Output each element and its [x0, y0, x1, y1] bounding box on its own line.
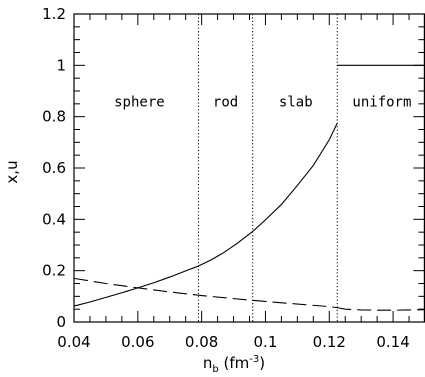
solid-series-segment-0 [73, 265, 199, 307]
dashed-series-segment-0 [73, 277, 338, 309]
x-axis-label-unit-close: ) [259, 354, 265, 372]
y-axis-label: x,u [3, 160, 21, 183]
x-axis-label: nb (fm-3) [203, 354, 265, 375]
x-tick-label: 0.06 [121, 333, 154, 351]
x-axis-label-sub: b [212, 364, 218, 375]
solid-series-segment-1 [198, 230, 254, 267]
y-tick-label: 0.4 [42, 210, 66, 228]
tick-layer [73, 13, 425, 323]
y-tick-label: 0 [56, 313, 66, 331]
y-tick-label: 1 [56, 56, 66, 74]
label-layer: 0.04 0.06 0.08 0.1 0.12 0.14 0 0.2 0.4 0.6 0.8 1 1.2… [42, 5, 411, 351]
y-tick-label: 0.8 [42, 108, 66, 126]
x-tick-label: 0.04 [57, 333, 90, 351]
x-axis-label-unit-sup: -3 [249, 354, 259, 365]
x-axis-label-unit-open: (fm [219, 354, 250, 372]
region-label-uniform: uniform [352, 94, 411, 110]
x-tick-label: 0.08 [185, 333, 218, 351]
x-axis-label-main: n [203, 354, 213, 372]
dashed-series-segment-1 [337, 307, 425, 311]
plot-frame [73, 13, 425, 323]
y-tick-label: 1.2 [42, 5, 66, 23]
series-layer [73, 64, 425, 311]
region-label-sphere: sphere [114, 94, 165, 110]
phase-boundary-layer [197, 14, 338, 322]
x-tick-label: 0.1 [254, 333, 278, 351]
x-tick-label: 0.14 [376, 333, 409, 351]
y-tick-label: 0.2 [42, 262, 66, 280]
solid-series-segment-2 [252, 122, 338, 232]
x-tick-label: 0.12 [313, 333, 346, 351]
region-label-slab: slab [279, 94, 313, 110]
y-tick-label: 0.6 [42, 159, 66, 177]
region-label-rod: rod [213, 94, 238, 110]
